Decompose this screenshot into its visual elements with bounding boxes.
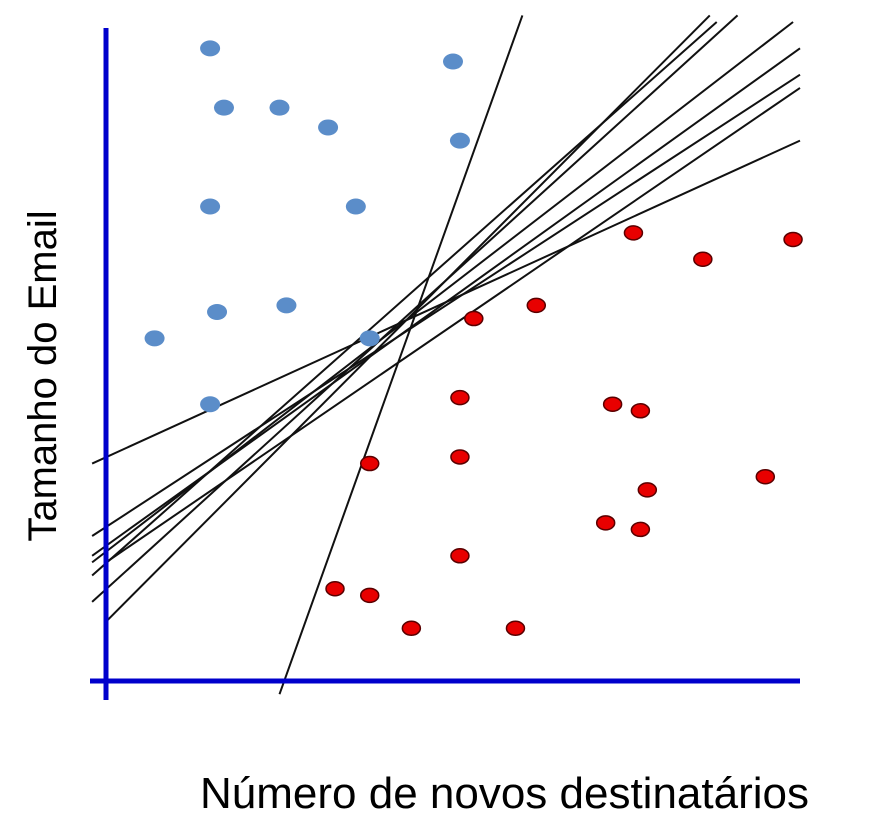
- separator-line-7: [91, 21, 718, 577]
- blue-point-9: [207, 303, 228, 320]
- red-point-13: [595, 515, 616, 531]
- blue-point-11: [144, 330, 165, 347]
- separator-line-8: [91, 47, 801, 557]
- blue-point-4: [269, 99, 290, 116]
- red-point-14: [630, 521, 651, 538]
- separator-line-3: [91, 73, 801, 537]
- separator-line-1: [278, 15, 524, 695]
- red-point-8: [630, 403, 651, 419]
- blue-point-12: [359, 330, 380, 347]
- red-point-19: [505, 620, 526, 637]
- red-point-15: [450, 548, 470, 564]
- separator-line-6: [91, 14, 739, 603]
- x-axis-title: Número de novos destinatários: [200, 769, 809, 818]
- blue-point-13: [200, 396, 221, 413]
- separator-line-9: [105, 87, 801, 564]
- red-point-4: [464, 310, 484, 327]
- blue-point-6: [449, 132, 470, 149]
- red-point-6: [450, 389, 470, 406]
- separator-lines: [91, 14, 801, 695]
- red-point-12: [755, 468, 776, 485]
- blue-point-8: [345, 198, 366, 215]
- red-point-1: [623, 225, 644, 241]
- data-points: [144, 40, 803, 637]
- red-point-7: [602, 396, 623, 412]
- blue-point-7: [200, 198, 221, 215]
- red-point-2: [693, 251, 713, 267]
- red-point-3: [783, 231, 803, 248]
- blue-point-2: [443, 53, 463, 70]
- blue-point-3: [213, 99, 234, 116]
- red-point-16: [325, 580, 345, 597]
- red-point-5: [526, 297, 547, 314]
- separator-line-5: [105, 14, 711, 623]
- y-axis-title: Tamanho do Email: [21, 210, 65, 542]
- red-point-18: [401, 620, 422, 637]
- red-point-17: [359, 587, 380, 604]
- blue-point-1: [200, 40, 221, 57]
- blue-point-10: [276, 297, 297, 314]
- red-point-11: [637, 482, 658, 498]
- red-point-9: [359, 455, 380, 472]
- blue-point-5: [318, 119, 339, 136]
- axes: [90, 28, 800, 700]
- red-point-10: [450, 449, 470, 465]
